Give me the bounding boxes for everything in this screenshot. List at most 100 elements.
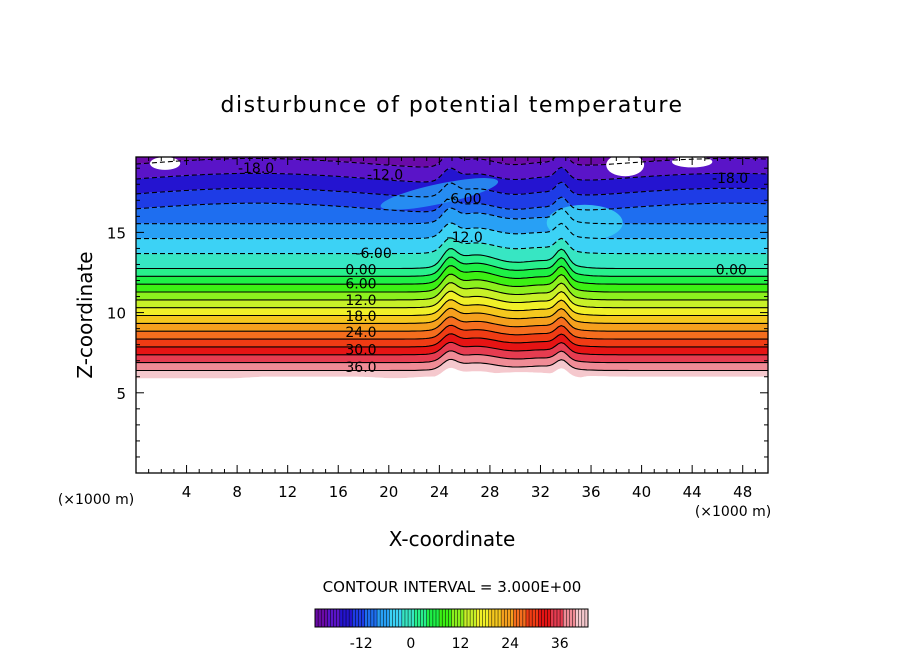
contour-label: -6.00: [445, 192, 481, 208]
chart-title: disturbunce of potential temperature: [221, 93, 684, 118]
colorbar-cell: [501, 609, 505, 627]
colorbar-tick-label: -12: [350, 636, 373, 652]
colorbar-cell: [346, 609, 350, 627]
contour-36: [136, 350, 768, 364]
colorbar-cell: [429, 609, 434, 627]
colorbar-cell: [364, 609, 369, 627]
band-33: [136, 333, 768, 355]
contour-39: [136, 358, 768, 372]
colorbar-cell: [321, 609, 325, 627]
colorbar-cell: [423, 609, 428, 627]
ground-mask: [136, 372, 768, 473]
colorbar-cell: [439, 609, 443, 627]
colorbar-cell: [370, 609, 375, 627]
x-tick-label: 16: [329, 483, 348, 501]
colorbar-cell: [463, 609, 468, 627]
contour--18: [136, 166, 768, 183]
x-tick-label: 40: [632, 483, 651, 501]
contour-6: [136, 265, 768, 285]
contour-label: -6.00: [356, 246, 392, 262]
contour-label: 6.00: [345, 277, 376, 293]
x-tick-label: 4: [182, 483, 192, 501]
colorbar-cell: [445, 609, 449, 627]
x-tick-label: 48: [733, 483, 752, 501]
temperature-bands: [136, 157, 768, 473]
colorbar-cell: [473, 609, 477, 627]
colorbar-cell: [522, 609, 527, 627]
y-axis-ticks: 5 10 15: [107, 167, 768, 458]
colorbar-cell: [420, 609, 424, 627]
colorbar-cell: [355, 609, 359, 627]
colorbar-cell: [367, 609, 372, 627]
contour-30: [136, 333, 768, 348]
colorbar-cell: [460, 609, 465, 627]
colorbar-tick-label: 24: [501, 636, 519, 652]
colorbar-cell: [330, 609, 335, 627]
colorbar-cell: [448, 609, 452, 627]
colorbar-cell: [442, 609, 446, 627]
contour--12: [136, 196, 768, 213]
y-tick-label: 15: [107, 224, 126, 242]
contour-27: [136, 324, 768, 340]
colorbar-cell: [373, 609, 378, 627]
contour-interval-label: CONTOUR INTERVAL = 3.000E+00: [323, 578, 582, 596]
colorbar-cell: [432, 609, 437, 627]
x-tick-label: 24: [430, 483, 449, 501]
contour-0: [136, 248, 768, 270]
contour--15: [136, 181, 768, 198]
colorbar-cell: [327, 609, 331, 627]
contour-21: [136, 307, 768, 324]
colorbar-cell: [408, 609, 412, 627]
top-gap-0: [149, 157, 181, 170]
x-unit-label-left: (×1000 m): [58, 492, 134, 508]
band-30: [136, 325, 768, 347]
colorbar-cell: [352, 609, 356, 627]
colorbar-cell: [482, 609, 487, 627]
contour--6: [136, 222, 768, 240]
x-axis-ticks: 4 8 12 16 20 24 28 32 36 40 44 48: [148, 157, 756, 501]
contour-label: 18.0: [345, 309, 376, 325]
colorbar-cell: [569, 609, 573, 627]
colorbar-cell: [318, 609, 322, 627]
colorbar-cell: [383, 609, 387, 627]
contour-label: 36.0: [345, 360, 376, 376]
colorbar-cell: [488, 609, 493, 627]
band-42: [136, 359, 768, 379]
colorbar-cell: [516, 609, 521, 627]
x-tick-label: 28: [480, 483, 499, 501]
colorbar-cell: [556, 609, 561, 627]
colorbar-cell: [333, 609, 338, 627]
contour-12: [136, 282, 768, 301]
colorbar-cell: [395, 609, 400, 627]
colorbar-cell: [575, 609, 580, 627]
colorbar-cell: [361, 609, 366, 627]
colorbar-cell: [532, 609, 536, 627]
colorbar-cell: [578, 609, 583, 627]
contour-label: 0.00: [716, 262, 747, 278]
contour-24: [136, 316, 768, 332]
contour-label: 30.0: [345, 342, 376, 358]
contour-label: -18.0: [712, 171, 748, 187]
colorbar-cell: [377, 609, 381, 627]
colorbar-cell: [544, 609, 549, 627]
band-18: [136, 291, 768, 316]
colorbar-cell: [336, 609, 341, 627]
contour-labels: -18.0 -12.0-6.00-12.0-18.0-6.000.00 0.006.…: [238, 161, 748, 376]
blue-anomaly: [380, 178, 499, 210]
colorbar-cell: [324, 609, 328, 627]
colorbar-tick-labels: -12 0 12 24 36: [350, 636, 569, 652]
band-6: [136, 257, 768, 285]
colorbar-cell: [457, 609, 462, 627]
band-27: [136, 316, 768, 340]
colorbar-cell: [342, 609, 347, 627]
colorbar-cell: [467, 609, 471, 627]
y-tick-label: 10: [107, 305, 126, 323]
colorbar-cell: [404, 609, 409, 627]
colorbar-cell: [504, 609, 508, 627]
colorbar-cell: [417, 609, 421, 627]
colorbar-cell: [529, 609, 533, 627]
colorbar-cell: [525, 609, 530, 627]
colorbar-cell: [566, 609, 570, 627]
contour--9: [136, 207, 768, 225]
x-tick-label: 12: [278, 483, 297, 501]
